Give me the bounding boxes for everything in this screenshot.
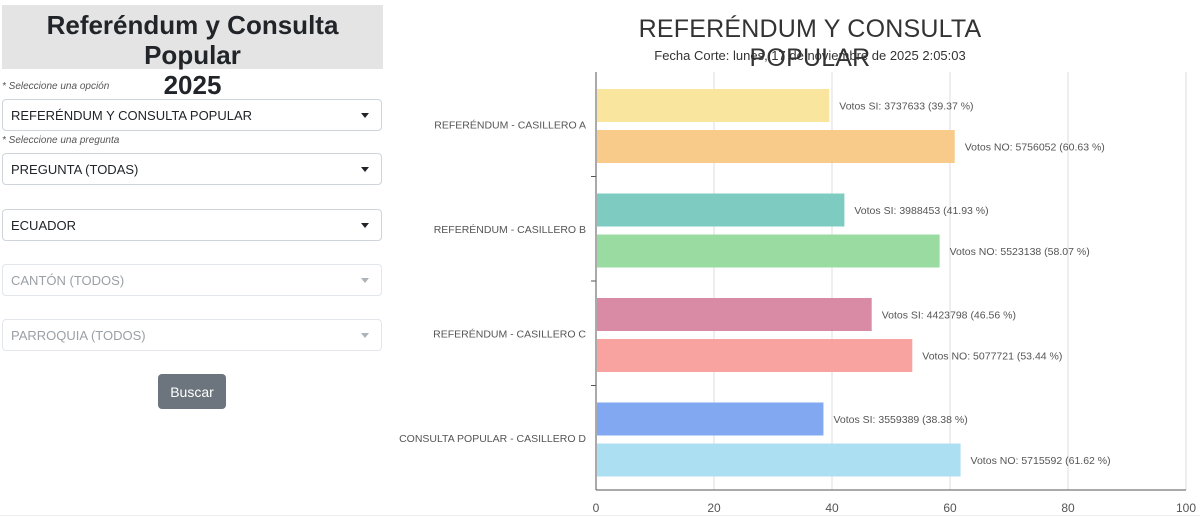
category-label: REFERÉNDUM - CASILLERO A xyxy=(434,118,586,131)
data-label: Votos SI: 3988453 (41.93 %) xyxy=(854,205,988,217)
chevron-down-icon xyxy=(361,223,369,228)
data-label: Votos NO: 5077721 (53.44 %) xyxy=(922,351,1062,363)
chevron-down-icon xyxy=(361,333,369,338)
bar-no xyxy=(597,130,955,163)
canton-select[interactable]: CANTÓN (TODOS) xyxy=(2,264,382,296)
question-hint: * Seleccione una pregunta xyxy=(2,135,120,146)
question-select-value: PREGUNTA (TODAS) xyxy=(11,162,139,177)
page-title-line2: 2025 xyxy=(163,70,222,100)
chevron-down-icon xyxy=(361,113,369,118)
option-select-value: REFERÉNDUM Y CONSULTA POPULAR xyxy=(11,108,253,123)
data-label: Votos SI: 3737633 (39.37 %) xyxy=(839,101,973,113)
data-label: Votos NO: 5756052 (60.63 %) xyxy=(965,142,1105,154)
data-label: Votos SI: 3559389 (38.38 %) xyxy=(833,414,967,426)
category-label: REFERÉNDUM - CASILLERO B xyxy=(434,223,586,236)
data-label: Votos SI: 4423798 (46.56 %) xyxy=(882,310,1016,322)
search-button[interactable]: Buscar xyxy=(158,374,226,409)
x-tick-label: 60 xyxy=(943,501,957,515)
page-title: Referéndum y Consulta Popular 2025 xyxy=(2,5,383,100)
chevron-down-icon xyxy=(361,278,369,283)
data-label: Votos NO: 5715592 (61.62 %) xyxy=(971,455,1111,467)
bar-no xyxy=(597,234,940,268)
bar-si xyxy=(597,298,872,331)
question-select[interactable]: PREGUNTA (TODAS) xyxy=(2,153,382,185)
divider xyxy=(0,515,1200,516)
option-select[interactable]: REFERÉNDUM Y CONSULTA POPULAR xyxy=(2,99,382,131)
bar-chart: 0 20 40 60 80 100 REFERÉNDUM - CASILLERO A REFE… xyxy=(399,72,1196,515)
province-select[interactable]: ECUADOR xyxy=(2,209,382,241)
data-label: Votos NO: 5523138 (58.07 %) xyxy=(950,246,1090,258)
parish-select[interactable]: PARROQUIA (TODOS) xyxy=(2,319,382,351)
chart-subtitle: Fecha Corte: lunes, 17 de noviembre de 2… xyxy=(654,48,966,63)
chevron-down-icon xyxy=(361,167,369,172)
category-label: REFERÉNDUM - CASILLERO C xyxy=(433,327,586,340)
bar-no xyxy=(597,339,913,372)
x-tick-label: 100 xyxy=(1176,501,1196,515)
bar-si xyxy=(597,402,824,436)
bar-si xyxy=(597,89,830,122)
chart-title: REFERÉNDUM Y CONSULTA POPULAR xyxy=(638,15,982,72)
x-tick-label: 80 xyxy=(1061,501,1075,515)
x-tick-label: 0 xyxy=(593,501,600,515)
page-title-line1: Referéndum y Consulta Popular xyxy=(46,10,339,70)
x-tick-label: 40 xyxy=(825,501,839,515)
x-tick-label: 20 xyxy=(707,501,721,515)
parish-select-value: PARROQUIA (TODOS) xyxy=(11,328,146,343)
canton-select-value: CANTÓN (TODOS) xyxy=(11,273,125,288)
bar-si xyxy=(597,193,845,227)
option-hint: * Seleccione una opción xyxy=(2,81,110,92)
bar-no xyxy=(597,443,961,477)
province-select-value: ECUADOR xyxy=(11,218,77,233)
category-label: CONSULTA POPULAR - CASILLERO D xyxy=(399,433,586,445)
filter-panel: Referéndum y Consulta Popular 2025 * Sel… xyxy=(0,0,385,517)
